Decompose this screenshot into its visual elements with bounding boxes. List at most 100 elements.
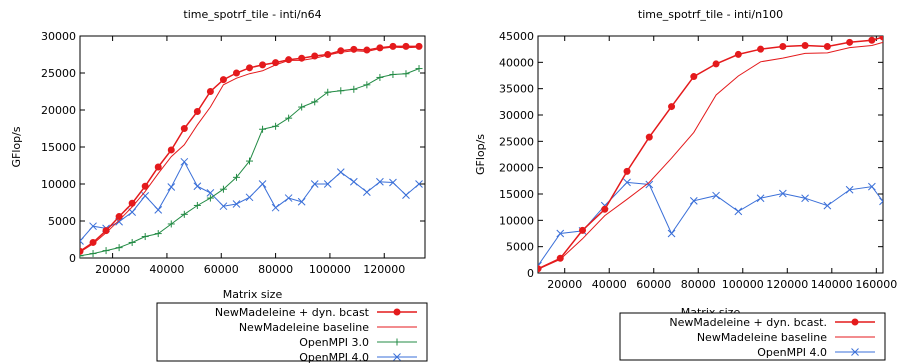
- data-point: [219, 76, 227, 84]
- data-point: [311, 52, 319, 60]
- data-point: [297, 197, 306, 206]
- data-point: [89, 250, 97, 258]
- y-tick-label: 15000: [41, 141, 76, 154]
- data-point: [128, 199, 136, 207]
- data-point: [415, 180, 423, 188]
- data-point: [180, 125, 188, 132]
- data-point: [846, 38, 854, 46]
- legend-label: OpenMPI 4.0: [299, 351, 369, 364]
- data-point: [402, 42, 410, 50]
- chart-title: time_spotrf_tile - inti/n64: [183, 8, 321, 21]
- data-point: [350, 45, 358, 53]
- data-point: [298, 103, 306, 111]
- data-point: [324, 51, 332, 58]
- x-tick-label: 20000: [95, 263, 130, 276]
- series-line: [538, 41, 883, 270]
- data-point: [246, 157, 254, 165]
- data-point: [712, 191, 720, 200]
- x-tick-label: 60000: [204, 263, 239, 276]
- x-tick-label: 80000: [258, 263, 293, 276]
- data-point: [272, 122, 280, 130]
- data-point: [180, 210, 188, 218]
- data-point: [206, 194, 214, 202]
- plot-frame: [537, 35, 884, 274]
- data-point: [193, 201, 201, 209]
- series-group: [538, 36, 883, 273]
- data-point: [80, 252, 84, 258]
- y-tick-label: 5000: [506, 241, 534, 254]
- data-point: [154, 206, 163, 214]
- data-point: [285, 114, 293, 122]
- x-tick-label: 140000: [811, 278, 853, 291]
- data-point: [712, 60, 720, 68]
- y-tick-label: 5000: [48, 215, 76, 228]
- x-tick-label: 40000: [149, 263, 184, 276]
- data-point: [285, 56, 293, 64]
- chart-1: time_spotrf_tile - inti/n64 0 5000 10000 150…: [10, 8, 428, 364]
- data-point: [141, 191, 150, 200]
- data-point: [601, 205, 609, 213]
- data-point: [868, 36, 876, 44]
- y-tick-label: 35000: [499, 83, 534, 96]
- data-point: [756, 194, 765, 203]
- data-point: [246, 64, 254, 72]
- data-point: [556, 254, 564, 262]
- data-point: [350, 85, 358, 93]
- data-point: [845, 185, 854, 194]
- legend-label: NewMadeleine baseline: [239, 321, 369, 334]
- legend-label: OpenMPI 3.0: [299, 336, 369, 349]
- data-point: [778, 189, 787, 198]
- data-point: [337, 47, 345, 55]
- data-point: [115, 213, 123, 221]
- data-point: [823, 43, 831, 51]
- data-point: [259, 125, 267, 133]
- legend-marker: [393, 338, 401, 346]
- x-tick-label: 80000: [681, 278, 716, 291]
- data-point: [823, 201, 832, 210]
- data-point: [623, 178, 631, 187]
- series-line: [80, 45, 419, 252]
- data-point: [232, 69, 240, 77]
- data-point: [311, 98, 319, 106]
- legend: NewMadeleine + dyn. bcast NewMadeleine ba…: [156, 302, 428, 364]
- data-point: [102, 247, 110, 255]
- data-point: [415, 65, 423, 73]
- data-point: [193, 182, 202, 191]
- data-point: [310, 180, 319, 188]
- legend-label: NewMadeleine + dyn. bcast.: [669, 316, 827, 329]
- y-tick-label: 0: [527, 267, 534, 280]
- data-point: [734, 50, 742, 58]
- data-point: [389, 42, 397, 50]
- legend-marker: [393, 308, 401, 316]
- data-point: [232, 173, 240, 181]
- data-point: [402, 191, 410, 199]
- y-tick-label: 20000: [41, 104, 76, 117]
- data-point: [323, 180, 332, 188]
- data-point: [389, 178, 397, 187]
- data-point: [272, 59, 280, 67]
- data-point: [538, 265, 542, 273]
- y-tick-label: 25000: [499, 135, 534, 148]
- data-point: [271, 203, 280, 212]
- data-point: [376, 177, 384, 186]
- data-point: [232, 200, 241, 208]
- data-point: [219, 185, 227, 193]
- legend: NewMadeleine + dyn. bcast. NewMadeleine b…: [619, 312, 886, 361]
- data-point: [141, 233, 149, 241]
- x-axis-label: Matrix size: [223, 288, 283, 301]
- data-point: [757, 45, 765, 53]
- data-point: [868, 182, 876, 191]
- data-point: [115, 244, 123, 252]
- data-point: [579, 226, 587, 234]
- data-point: [206, 189, 215, 197]
- y-tick-label: 25000: [41, 67, 76, 80]
- data-point: [324, 88, 332, 96]
- data-point: [219, 202, 228, 211]
- legend-label: NewMadeleine baseline: [697, 331, 827, 344]
- data-point: [259, 61, 267, 69]
- data-point: [402, 70, 410, 78]
- data-point: [389, 70, 397, 78]
- y-tick-label: 30000: [499, 109, 534, 122]
- x-tick-label: 100000: [309, 263, 351, 276]
